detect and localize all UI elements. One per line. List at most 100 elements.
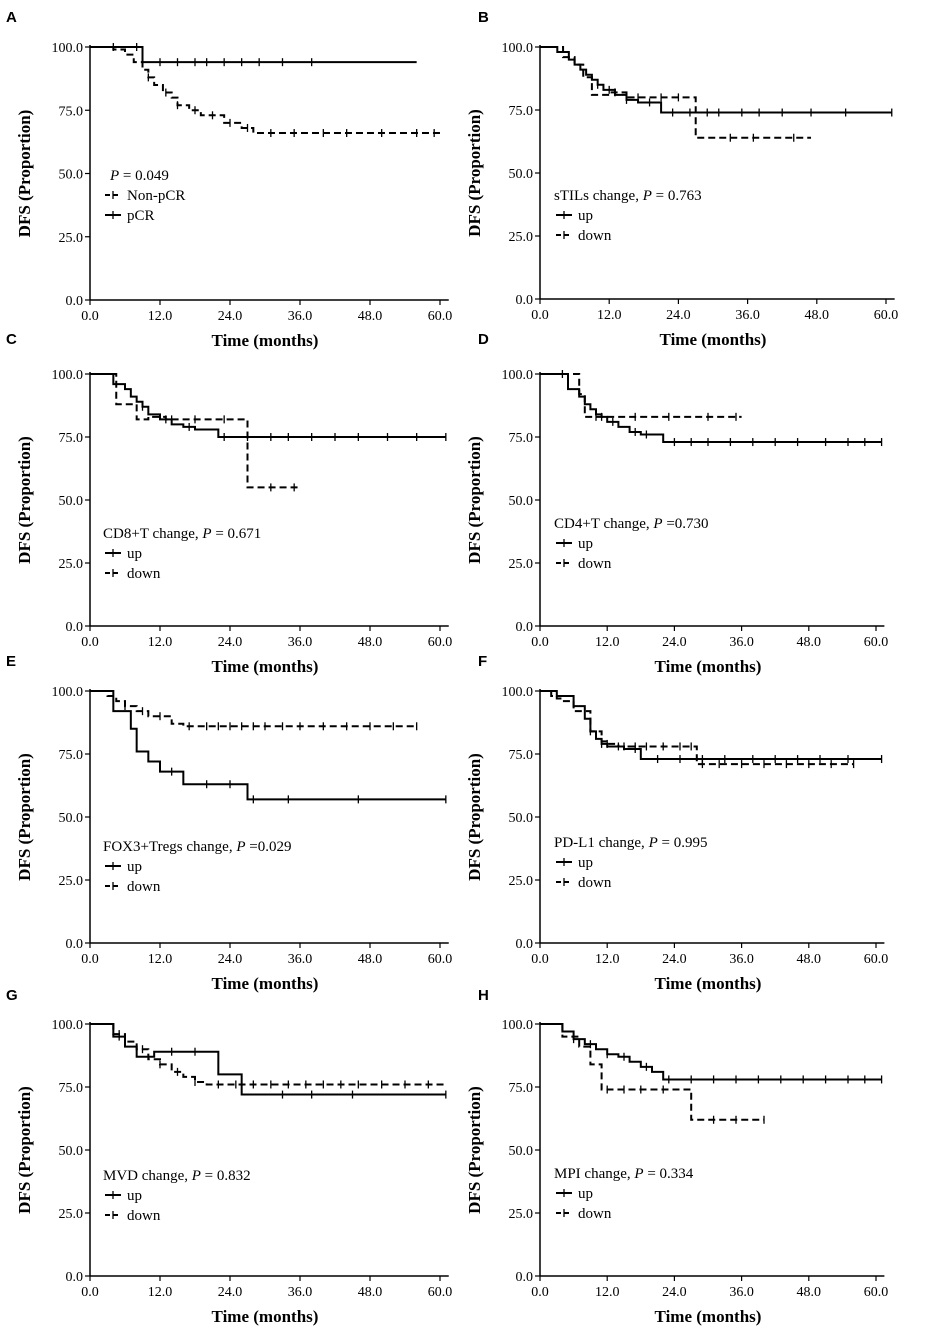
y-tick-label-e: 75.0 [59,748,84,763]
pvalue-h: MPI change, P = 0.334 [554,1166,694,1182]
legend-label-b-up: up [578,208,593,224]
y-tick-label-c: 25.0 [59,557,84,572]
x-tick-label-f: 0.0 [531,952,549,967]
x-tick-label-c: 36.0 [288,635,313,650]
pvalue-symbol-h: P [633,1166,643,1182]
y-tick-label-g: 75.0 [59,1081,84,1096]
y-tick-label-d: 100.0 [502,368,534,383]
y-tick-label-g: 25.0 [59,1207,84,1222]
x-tick-label-a: 60.0 [428,309,453,324]
x-tick-label-e: 24.0 [218,952,243,967]
y-tick-label-a: 50.0 [59,168,84,183]
pvalue-value-g: = 0.832 [201,1168,251,1184]
km-curve-h-down [540,1023,764,1121]
legend-title-e: FOX3+Tregs change, [103,839,236,855]
y-tick-label-b: 75.0 [509,104,534,119]
x-tick-label-a: 0.0 [81,309,99,324]
panel-f: F 0.0 12.0 24.0 36.0 48.0 60.0 0.0 25.0 50.0 75.0 1… [465,653,888,993]
x-tick-label-e: 60.0 [428,952,453,967]
pvalue-c: CD8+T change, P = 0.671 [103,526,261,542]
y-tick-label-e: 100.0 [52,685,84,700]
legend-label-c-down: down [127,566,161,582]
legend-label-h-up: up [578,1186,593,1202]
x-axis-title-h: Time (months) [655,1307,762,1326]
legend-title-f: PD-L1 change, [554,835,649,851]
x-tick-label-g: 0.0 [81,1285,99,1300]
y-tick-label-f: 0.0 [516,937,534,952]
x-tick-label-h: 60.0 [864,1285,889,1300]
legend-label-c-up: up [127,546,142,562]
y-tick-label-g: 50.0 [59,1144,84,1159]
y-tick-label-h: 25.0 [509,1207,534,1222]
y-tick-label-f: 50.0 [509,811,534,826]
y-tick-label-b: 50.0 [509,167,534,182]
panel-g: G 0.0 12.0 24.0 36.0 48.0 60.0 0.0 25.0 50.0 75.0 1… [6,987,452,1326]
x-tick-label-d: 0.0 [531,635,549,650]
x-tick-label-d: 36.0 [729,635,754,650]
km-curve-f-down [540,690,854,766]
pvalue-e: FOX3+Tregs change, P =0.029 [103,839,291,855]
panel-letter-b: B [478,9,489,26]
km-curve-g-down [90,1023,446,1086]
y-tick-label-a: 0.0 [66,294,84,309]
x-tick-label-f: 48.0 [797,952,822,967]
panel-letter-f: F [478,653,487,670]
legend-label-e-down: down [127,879,161,895]
y-tick-label-f: 75.0 [509,748,534,763]
pvalue-value-b: = 0.763 [652,188,702,204]
y-tick-label-d: 0.0 [516,620,534,635]
x-tick-label-h: 24.0 [662,1285,687,1300]
km-curve-f-up [540,690,882,761]
x-axis-title-e: Time (months) [212,974,319,993]
pvalue-g: MVD change, P = 0.832 [103,1168,251,1184]
x-tick-label-e: 36.0 [288,952,313,967]
y-tick-label-g: 0.0 [66,1270,84,1285]
y-tick-label-h: 50.0 [509,1144,534,1159]
y-tick-label-d: 50.0 [509,494,534,509]
y-axis-title-h: DFS (Proportion) [465,1086,484,1214]
y-axis-title-g: DFS (Proportion) [15,1086,34,1214]
km-curve-a-pcr [90,46,417,64]
legend-label-f-down: down [578,875,612,891]
x-tick-label-g: 36.0 [288,1285,313,1300]
y-tick-label-d: 75.0 [509,431,534,446]
x-tick-label-b: 0.0 [531,308,549,323]
x-tick-label-b: 24.0 [666,308,691,323]
y-tick-label-a: 100.0 [52,41,84,56]
pvalue-value-d: =0.730 [663,516,709,532]
x-tick-label-g: 48.0 [358,1285,383,1300]
legend-label-a-non-pcr: Non-pCR [127,188,185,204]
x-tick-label-c: 60.0 [428,635,453,650]
y-tick-label-c: 100.0 [52,368,84,383]
x-tick-label-b: 12.0 [597,308,622,323]
legend-label-f-up: up [578,855,593,871]
x-tick-label-g: 24.0 [218,1285,243,1300]
y-tick-label-f: 100.0 [502,685,534,700]
x-tick-label-f: 12.0 [595,952,620,967]
y-tick-label-a: 75.0 [59,104,84,119]
x-tick-label-a: 48.0 [358,309,383,324]
x-tick-label-a: 36.0 [288,309,313,324]
x-tick-label-b: 36.0 [735,308,760,323]
pvalue-symbol-g: P [191,1168,201,1184]
x-tick-label-d: 24.0 [662,635,687,650]
x-axis-title-d: Time (months) [655,657,762,676]
panel-letter-c: C [6,331,17,348]
pvalue-symbol-a: P [109,168,119,184]
y-tick-label-d: 25.0 [509,557,534,572]
km-curve-d-up [540,373,882,444]
legend-label-e-up: up [127,859,142,875]
panel-b: B 0.0 12.0 24.0 36.0 48.0 60.0 0.0 25.0 50.0 75.0 1… [465,9,898,349]
y-axis-title-d: DFS (Proportion) [465,436,484,564]
x-tick-label-c: 12.0 [148,635,173,650]
km-curve-d-down [540,373,742,418]
km-curve-c-down [90,373,300,489]
x-tick-label-e: 12.0 [148,952,173,967]
panel-h: H 0.0 12.0 24.0 36.0 48.0 60.0 0.0 25.0 50.0 75.0 1… [465,987,888,1326]
x-tick-label-f: 36.0 [729,952,754,967]
x-tick-label-f: 24.0 [662,952,687,967]
x-tick-label-c: 48.0 [358,635,383,650]
pvalue-symbol-e: P [235,839,245,855]
pvalue-symbol-b: P [642,188,652,204]
